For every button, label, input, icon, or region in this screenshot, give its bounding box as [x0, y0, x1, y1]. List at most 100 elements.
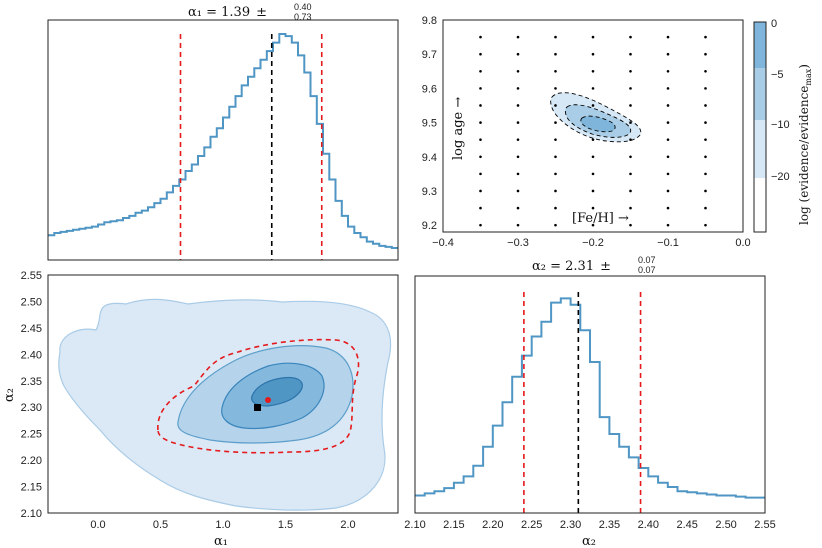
alpha2-title-lower: 0.07 [638, 265, 656, 275]
alpha2-tick-label: 2.55 [21, 270, 42, 282]
grid-point [591, 189, 595, 193]
evidence-grid-panel: −0.4 −0.3 −0.2 −0.1 0.0 9.2 9.3 9.4 9.5 9.6 9.7 9.8… [422, 15, 813, 249]
alpha1-tick-label: 0.5 [153, 519, 168, 531]
evidence-contours [550, 92, 642, 143]
grid-point [666, 87, 670, 90]
grid-point [516, 52, 520, 56]
grid-point [591, 87, 595, 90]
evidence-contour-inner [580, 115, 616, 133]
grid-point [666, 138, 670, 141]
grid-point [516, 87, 520, 90]
histogram-step-line [415, 297, 765, 499]
grid-point [629, 121, 632, 124]
alpha-joint-frame [47, 274, 399, 514]
colorbar-frame [753, 21, 767, 233]
alpha2-marginal-tick-label: 2.50 [715, 519, 736, 531]
grid-point [704, 69, 707, 73]
grid-point [479, 155, 482, 159]
log-age-tick-label: 9.4 [422, 152, 437, 164]
grid-point [704, 172, 707, 176]
colorbar-band-mid [754, 68, 766, 120]
grid-point [554, 69, 557, 73]
alpha2-tick-label: 2.35 [21, 376, 42, 388]
estimate-marker [265, 397, 271, 403]
grid-point [554, 104, 557, 107]
alpha1-tick-label: 1.0 [215, 519, 230, 531]
grid-point [516, 121, 520, 124]
grid-point [516, 35, 520, 39]
grid-point [629, 155, 632, 159]
joint-contours [58, 298, 392, 511]
alpha1-tick-label: 2.0 [340, 519, 355, 531]
credible-region-dashed [157, 338, 360, 454]
grid-point [479, 206, 482, 210]
log-age-tick-label: 9.8 [422, 15, 437, 27]
grid-point [591, 35, 595, 39]
grid-point [704, 223, 707, 227]
grid-point [629, 172, 632, 176]
grid-point [479, 172, 482, 176]
grid-point [591, 52, 595, 56]
grid-point [554, 35, 557, 39]
log-age-tick-label: 9.2 [422, 220, 437, 232]
grid-point [479, 104, 482, 107]
grid-point [629, 87, 632, 90]
log-age-axis-label: log age → [451, 97, 466, 160]
grid-point [554, 52, 557, 56]
alpha1-title-lower: 0.73 [294, 12, 312, 22]
colorbar-tick: −5 [771, 69, 784, 81]
grid-point [479, 52, 482, 56]
grid-point [479, 223, 482, 227]
grid-point [554, 138, 557, 141]
alpha1-title: α₁ = 1.39 ± [188, 5, 267, 20]
alpha-joint-panel: 0.0 0.5 1.0 1.5 2.0 2.10 2.15 2.20 2.25 2.30 2.35 2… [2, 270, 399, 548]
feh-tick-label: 0.0 [735, 237, 750, 249]
grid-point [629, 206, 632, 210]
log-age-tick-label: 9.6 [422, 83, 437, 95]
alpha2-marginal-tick-label: 2.45 [677, 519, 698, 531]
alpha2-tick-label: 2.50 [21, 296, 42, 308]
alpha2-axis-label: α₂ [2, 388, 17, 402]
grid-point [704, 35, 707, 39]
grid-point [554, 223, 557, 227]
grid-point [704, 206, 707, 210]
grid-point [591, 69, 595, 73]
grid-point [629, 223, 632, 227]
alpha2-marginal-tick-label: 2.10 [404, 519, 425, 531]
grid-point [479, 35, 482, 39]
colorbar-band-white [754, 178, 766, 232]
grid-point [554, 172, 557, 176]
alpha2-marginal-tick-label: 2.20 [482, 519, 503, 531]
grid-point [591, 172, 595, 176]
grid-point [666, 69, 670, 73]
alpha2-marginal-tick-label: 2.30 [560, 519, 581, 531]
grid-point [516, 104, 520, 107]
grid-point [666, 104, 670, 107]
grid-point [629, 35, 632, 39]
alpha1-axis-label: α₁ [214, 534, 228, 548]
colorbar-tick: −10 [771, 119, 790, 131]
alpha1-marginal-panel: α₁ = 1.39 ± 0.40 0.73 [47, 2, 399, 261]
alpha2-marginal-tick-label: 2.15 [443, 519, 464, 531]
grid-point [554, 121, 557, 124]
grid-point [516, 69, 520, 73]
grid-point [516, 206, 520, 210]
alpha2-tick-label: 2.30 [21, 402, 42, 414]
alpha2-tick-label: 2.20 [21, 455, 42, 467]
grid-point [704, 52, 707, 56]
feh-tick-label: −0.1 [657, 237, 679, 249]
grid-point [704, 121, 707, 124]
grid-point [591, 104, 595, 107]
grid-point [666, 172, 670, 176]
evidence-colorbar: 0 −5 −10 −20 log (evidence/evidencemax) [753, 18, 813, 233]
grid-point [479, 121, 482, 124]
colorbar-label: log (evidence/evidencemax) [797, 64, 813, 225]
log-age-tick-label: 9.5 [422, 118, 437, 130]
grid-point [704, 104, 707, 107]
alpha1-tick-label: 0.0 [90, 519, 105, 531]
colorbar-band-low [754, 120, 766, 178]
histogram-step-line [48, 33, 398, 249]
grid-point [629, 52, 632, 56]
grid-point [629, 189, 632, 193]
